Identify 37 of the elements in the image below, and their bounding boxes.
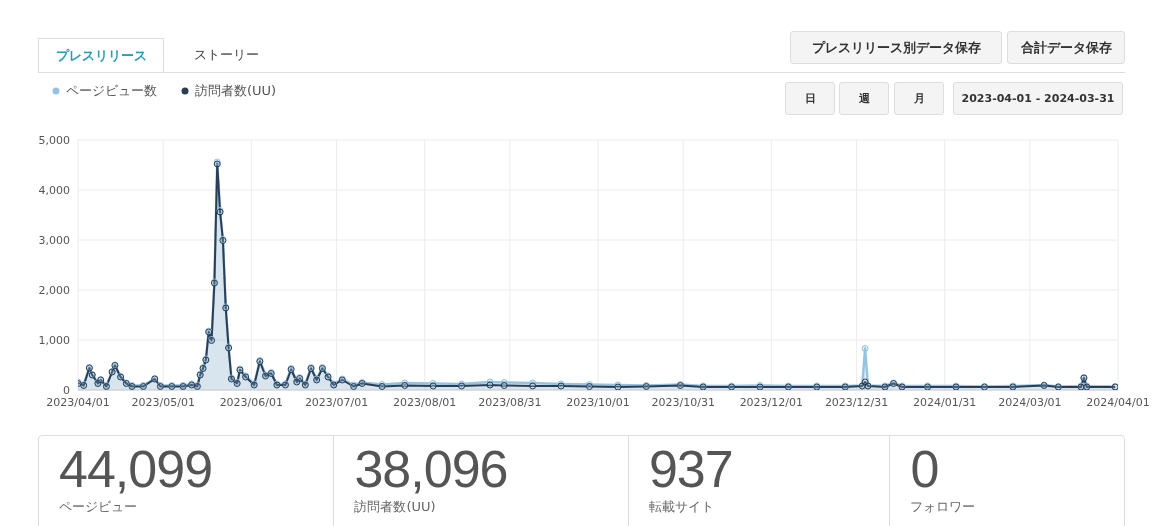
x-tick-label: 2024/04/01 [1086, 395, 1150, 409]
text: 0 [910, 440, 940, 498]
text: 合計データ保存 [1007, 31, 1125, 64]
x-tick-label: 2023/10/01 [566, 395, 630, 409]
x-tick-label: 2023/06/01 [219, 395, 284, 409]
y-tick-label: 4,000 [38, 183, 70, 197]
legend-label: ページビュー数 [66, 82, 157, 100]
x-tick-label: 2023/08/01 [392, 395, 457, 409]
text: フォロワー [910, 498, 977, 516]
x-tick-label: 2024/03/01 [998, 395, 1062, 409]
y-tick-label: 1,000 [38, 333, 70, 347]
text: 週 [839, 82, 889, 115]
text: 44,099 [59, 440, 214, 498]
y-tick-label: 2,000 [38, 283, 70, 297]
x-tick-label: 2023/12/01 [739, 395, 804, 409]
text: 937 [648, 440, 734, 498]
text: プレスリリース別データ保存 [790, 31, 1002, 64]
legend-label: 訪問者数(UU) [195, 82, 277, 100]
text: 38,096 [354, 440, 509, 498]
x-tick-label: 2024/01/31 [912, 395, 977, 409]
text: 日 [785, 82, 835, 115]
text: プレスリリース [38, 38, 164, 72]
y-tick-label: 0 [63, 383, 70, 397]
x-tick-label: 2023/07/01 [304, 395, 369, 409]
text: 月 [894, 82, 944, 115]
text: ページビュー [59, 498, 138, 516]
text: 転載サイト [648, 498, 715, 516]
y-tick-label: 3,000 [38, 233, 70, 247]
x-tick-label: 2023/12/31 [824, 395, 889, 409]
x-tick-label: 2023/04/01 [46, 395, 110, 409]
text: 2023-04-01 - 2024-03-31 [953, 82, 1123, 115]
text: 訪問者数(UU) [354, 498, 437, 516]
y-tick-label: 5,000 [38, 133, 70, 147]
x-tick-label: 2023/08/31 [478, 395, 542, 409]
x-tick-label: 2023/05/01 [131, 395, 195, 409]
x-tick-label: 2023/10/31 [651, 395, 715, 409]
text: ストーリー [192, 46, 260, 64]
